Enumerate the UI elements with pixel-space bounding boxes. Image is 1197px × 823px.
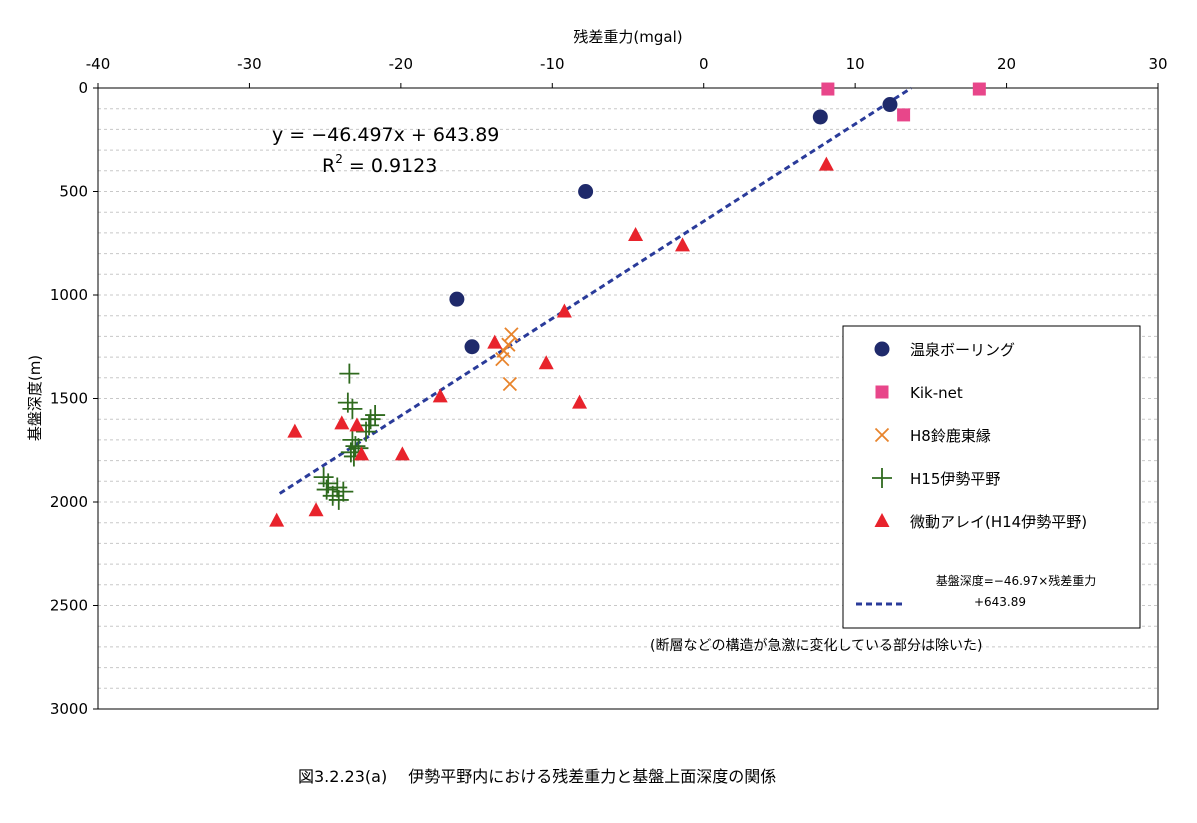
x-tick-label: 30 <box>1148 55 1167 73</box>
legend-label: 微動アレイ(H14伊勢平野) <box>910 513 1087 531</box>
plus-point <box>342 398 363 419</box>
legend-label: H8鈴鹿東縁 <box>910 427 991 445</box>
legend-label: H15伊勢平野 <box>910 470 1000 488</box>
y-tick-label: 3000 <box>50 700 88 718</box>
y-tick-label: 1500 <box>50 390 88 408</box>
circle-point <box>578 184 594 199</box>
triangle-point <box>675 237 691 252</box>
y-tick-label: 0 <box>78 79 88 97</box>
y-axis-title: 基盤深度(m) <box>26 355 44 441</box>
triangle-point <box>556 303 572 318</box>
data-markers <box>269 82 986 527</box>
circle-point <box>464 339 480 355</box>
plus-point <box>356 421 377 442</box>
x-tick-label: 20 <box>997 55 1016 73</box>
triangle-point <box>287 423 303 438</box>
x-point <box>502 376 518 392</box>
x-tick-label: -20 <box>389 55 414 73</box>
x-point <box>504 327 519 342</box>
legend-label: 温泉ボーリング <box>910 341 1015 359</box>
x-tick-label: 10 <box>846 55 865 73</box>
legend-label-line2: +643.89 <box>974 595 1026 609</box>
triangle-point <box>353 446 369 461</box>
triangle-point <box>308 502 324 517</box>
plus-point <box>340 442 361 463</box>
figure-caption: 図3.2.23(a) 伊勢平野内における残差重力と基盤上面深度の関係 <box>298 767 776 786</box>
legend-box <box>842 325 1141 629</box>
x-axis-ticks: -40 -30 -20 -10 0 10 20 30 <box>86 55 1168 88</box>
note-text: (断層などの構造が急激に変化している部分は除いた) <box>650 637 983 654</box>
r-squared-label: R2 = 0.9123 <box>322 152 437 177</box>
legend-label: Kik-net <box>910 384 963 402</box>
square-point <box>972 82 986 96</box>
circle-point <box>449 291 465 307</box>
triangle-point <box>349 417 365 432</box>
y-tick-label: 2500 <box>50 597 88 615</box>
triangle-point <box>628 226 644 241</box>
y-tick-label: 500 <box>59 183 88 201</box>
triangle-point <box>394 446 410 461</box>
triangle-point <box>572 394 588 409</box>
legend-label: 基盤深度=−46.97×残差重力 <box>936 573 1097 588</box>
legend: 温泉ボーリング Kik-net H8鈴鹿東縁 H15伊勢平野微動アレイ(H14伊勢平野… <box>856 341 1096 609</box>
triangle-point <box>538 355 554 370</box>
circle-point <box>882 97 898 113</box>
trend-line <box>278 86 912 495</box>
plus-point <box>327 477 348 498</box>
x-axis-title: 残差重力(mgal) <box>573 28 682 46</box>
square-point <box>897 108 911 122</box>
y-axis-ticks: 0 500 1000 1500 2000 2500 3000 <box>50 79 98 718</box>
triangle-point <box>818 156 834 171</box>
triangle-point <box>269 512 285 527</box>
legend-marker <box>874 341 890 357</box>
legend-marker <box>875 385 889 399</box>
triangle-point <box>487 334 503 349</box>
x-tick-label: -30 <box>237 55 262 73</box>
circle-point <box>812 109 828 125</box>
plus-point <box>365 405 386 426</box>
legend-marker <box>874 513 890 527</box>
triangle-point <box>334 415 350 430</box>
legend-marker <box>874 427 890 443</box>
y-tick-label: 2000 <box>50 493 88 511</box>
triangle-point <box>432 388 448 403</box>
plus-point <box>333 481 354 502</box>
plus-point <box>328 489 349 510</box>
square-point <box>821 82 835 96</box>
regression-equation: y = −46.497x + 643.89 <box>272 124 499 146</box>
x-point <box>495 352 510 367</box>
x-tick-label: -40 <box>86 55 111 73</box>
trend-line-segment <box>278 86 912 495</box>
x-tick-label: -10 <box>540 55 565 73</box>
x-tick-label: 0 <box>699 55 709 73</box>
legend-marker <box>872 468 892 488</box>
x-point <box>501 337 516 352</box>
plus-point <box>339 363 360 384</box>
y-tick-label: 1000 <box>50 286 88 304</box>
